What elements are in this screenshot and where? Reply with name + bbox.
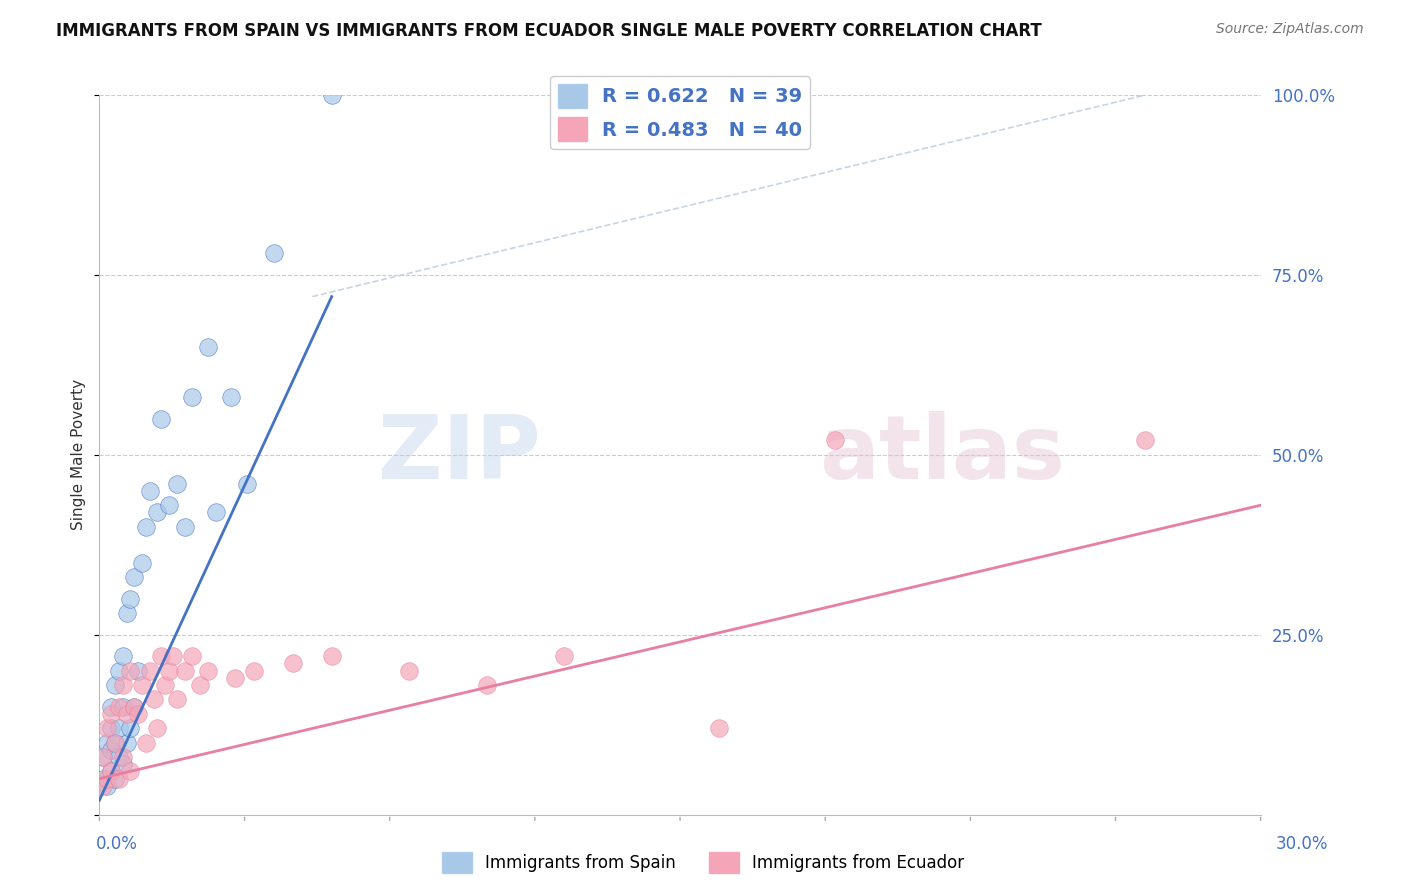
Point [91, 750, 114, 764]
Point [475, 678, 498, 692]
Point [111, 699, 134, 714]
Point [181, 390, 204, 404]
Point [235, 476, 257, 491]
Point [120, 591, 142, 606]
Point [146, 721, 169, 735]
Point [398, 664, 420, 678]
Point [263, 246, 285, 260]
Point [188, 678, 211, 692]
Point [219, 390, 242, 404]
Point [122, 699, 145, 714]
Point [96, 721, 118, 735]
Point [162, 649, 184, 664]
Point [100, 743, 122, 757]
Point [100, 706, 122, 721]
Point [150, 412, 173, 426]
Point [321, 88, 343, 103]
Point [91, 772, 114, 786]
Text: ZIP: ZIP [378, 411, 541, 499]
Point [100, 721, 122, 735]
Text: 0.0%: 0.0% [96, 835, 138, 853]
Point [100, 764, 122, 779]
Point [96, 779, 118, 793]
Point [127, 706, 149, 721]
Text: Source: ZipAtlas.com: Source: ZipAtlas.com [1216, 22, 1364, 37]
Point [91, 779, 114, 793]
Point [100, 699, 122, 714]
Y-axis label: Single Male Poverty: Single Male Poverty [72, 379, 86, 531]
Point [104, 678, 127, 692]
Point [707, 721, 730, 735]
Point [131, 556, 153, 570]
Point [321, 649, 343, 664]
Point [115, 606, 138, 620]
Point [204, 505, 226, 519]
Point [553, 649, 575, 664]
Point [120, 664, 142, 678]
Point [120, 764, 142, 779]
Point [181, 649, 204, 664]
Point [127, 664, 149, 678]
Point [173, 520, 195, 534]
Point [166, 692, 188, 706]
Point [107, 699, 129, 714]
Point [157, 498, 180, 512]
Point [281, 657, 304, 671]
Point [111, 750, 134, 764]
Point [122, 699, 145, 714]
Point [243, 664, 266, 678]
Point [104, 772, 127, 786]
Point [197, 664, 219, 678]
Text: 30.0%: 30.0% [1277, 835, 1329, 853]
Text: atlas: atlas [820, 411, 1066, 499]
Point [139, 483, 162, 498]
Point [107, 664, 129, 678]
Point [96, 736, 118, 750]
Point [120, 721, 142, 735]
Point [150, 649, 173, 664]
Point [135, 736, 157, 750]
Point [111, 757, 134, 772]
Point [166, 476, 188, 491]
Point [139, 664, 162, 678]
Legend: R = 0.622   N = 39, R = 0.483   N = 40: R = 0.622 N = 39, R = 0.483 N = 40 [550, 76, 810, 149]
Point [131, 678, 153, 692]
Point [155, 678, 177, 692]
Point [1133, 434, 1156, 448]
Point [146, 505, 169, 519]
Point [107, 721, 129, 735]
Point [197, 340, 219, 354]
Point [115, 706, 138, 721]
Point [122, 570, 145, 584]
Point [107, 750, 129, 764]
Point [135, 520, 157, 534]
Point [173, 664, 195, 678]
Point [115, 736, 138, 750]
Point [824, 434, 846, 448]
Point [157, 664, 180, 678]
Point [104, 736, 127, 750]
Point [111, 649, 134, 664]
Legend: Immigrants from Spain, Immigrants from Ecuador: Immigrants from Spain, Immigrants from E… [434, 846, 972, 880]
Point [104, 736, 127, 750]
Text: IMMIGRANTS FROM SPAIN VS IMMIGRANTS FROM ECUADOR SINGLE MALE POVERTY CORRELATION: IMMIGRANTS FROM SPAIN VS IMMIGRANTS FROM… [56, 22, 1042, 40]
Point [142, 692, 165, 706]
Point [91, 750, 114, 764]
Point [111, 678, 134, 692]
Point [96, 772, 118, 786]
Point [107, 772, 129, 786]
Point [224, 671, 246, 685]
Point [100, 764, 122, 779]
